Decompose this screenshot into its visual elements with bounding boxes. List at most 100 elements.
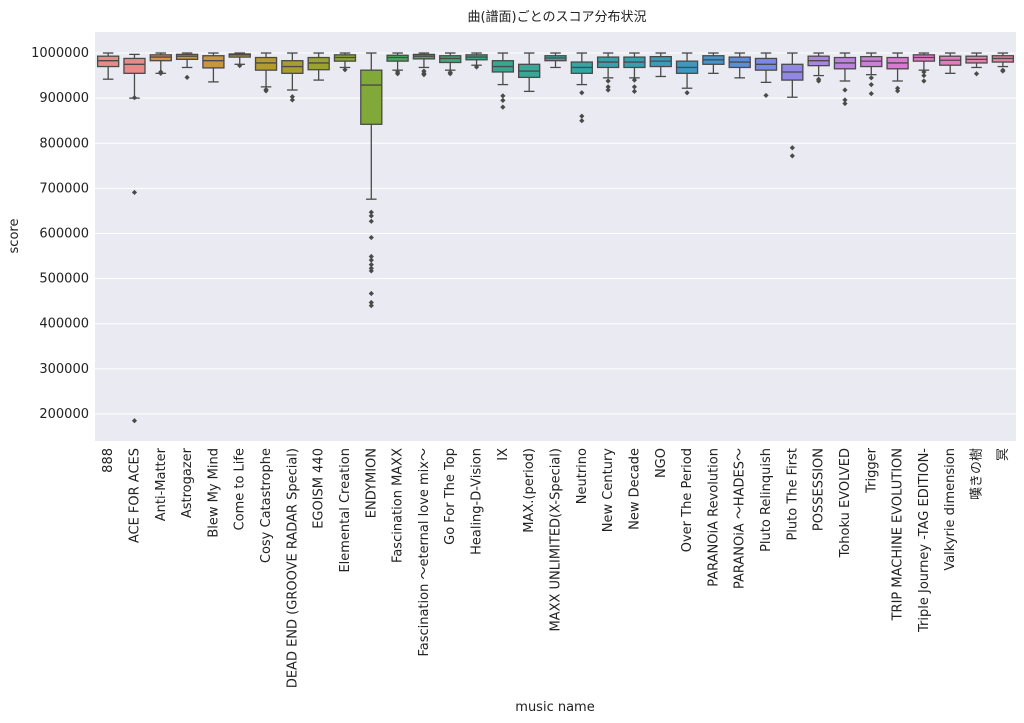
x-tick-label: Fascination ～eternal love mix～ bbox=[417, 448, 432, 657]
outlier-point bbox=[579, 113, 585, 119]
box-group bbox=[149, 52, 172, 76]
x-tick-label: NGO bbox=[654, 448, 669, 478]
box-group bbox=[623, 52, 646, 94]
outlier-point bbox=[131, 189, 138, 196]
outlier-point bbox=[263, 88, 269, 94]
outlier-point bbox=[368, 268, 374, 274]
plot-area bbox=[95, 32, 1016, 441]
outlier-point bbox=[368, 213, 374, 219]
outlier-point bbox=[158, 70, 164, 76]
y-axis-title: score bbox=[7, 219, 22, 254]
y-tick-label: 200000 bbox=[39, 407, 89, 422]
box-group bbox=[439, 52, 462, 77]
y-tick-label: 500000 bbox=[39, 272, 89, 287]
x-tick-label: ENDYMION bbox=[364, 448, 379, 518]
outlier-point bbox=[368, 253, 374, 260]
box-group bbox=[781, 52, 804, 159]
outlier-point bbox=[763, 92, 769, 99]
y-tick-label: 800000 bbox=[39, 136, 89, 151]
iqr-box bbox=[386, 54, 409, 62]
outlier-point bbox=[447, 71, 453, 77]
y-tick-label: 600000 bbox=[39, 226, 89, 241]
x-tick-label: Go For The Top bbox=[443, 448, 458, 545]
outlier-point bbox=[684, 90, 690, 96]
iqr-box bbox=[123, 57, 146, 74]
x-tick-label: PARANOiA ～HADES～ bbox=[733, 448, 748, 589]
x-tick-label: MAX.(period) bbox=[522, 448, 537, 533]
box-group bbox=[991, 52, 1015, 74]
outlier-point bbox=[868, 75, 874, 81]
box-group bbox=[833, 52, 857, 107]
x-tick-label: Neutrino bbox=[575, 448, 590, 504]
x-tick-label: Valkyrie dimension bbox=[943, 448, 958, 571]
outlier-point bbox=[921, 72, 927, 79]
outlier-point bbox=[368, 209, 374, 215]
outlier-point bbox=[289, 94, 295, 100]
box-group bbox=[281, 52, 304, 103]
x-tick-label: POSSESSION bbox=[812, 448, 827, 531]
outlier-point bbox=[500, 93, 506, 99]
box-group bbox=[202, 52, 225, 83]
outlier-point bbox=[579, 90, 585, 96]
x-tick-label: Elemental Creation bbox=[338, 448, 353, 573]
outlier-point bbox=[631, 84, 638, 90]
x-tick-label: PARANOiA Revolution bbox=[706, 448, 721, 587]
box-group bbox=[254, 52, 278, 94]
x-tick-label: Astrogazer bbox=[180, 447, 195, 518]
x-tick-label: Tohoku EVOLVED bbox=[838, 448, 853, 558]
outlier-point bbox=[131, 95, 138, 101]
outlier-point bbox=[605, 78, 611, 84]
outlier-point bbox=[921, 78, 927, 84]
outlier-point bbox=[842, 97, 848, 103]
outlier-point bbox=[631, 88, 638, 94]
x-tick-label: Blew My Mind bbox=[206, 448, 221, 538]
box-group bbox=[333, 52, 357, 73]
iqr-box bbox=[202, 55, 225, 69]
outlier-point bbox=[868, 91, 874, 97]
box-group bbox=[360, 52, 383, 309]
box-group bbox=[596, 52, 620, 93]
outlier-point bbox=[368, 299, 374, 306]
outlier-point bbox=[184, 74, 190, 80]
outlier-point bbox=[421, 72, 427, 78]
x-tick-label: 888 bbox=[101, 448, 116, 473]
outlier-point bbox=[368, 234, 374, 241]
x-tick-label: ACE FOR ACES bbox=[127, 448, 142, 543]
y-tick-label: 1000000 bbox=[31, 46, 89, 61]
x-tick-label: Anti-Matter bbox=[154, 447, 169, 521]
iqr-box bbox=[439, 55, 462, 64]
box-group bbox=[807, 52, 830, 84]
x-tick-label: Come to Life bbox=[233, 448, 248, 530]
box-group bbox=[123, 53, 146, 424]
outlier-point bbox=[1000, 68, 1006, 74]
y-tick-label: 700000 bbox=[39, 181, 89, 196]
box-group bbox=[175, 52, 199, 80]
outlier-point bbox=[894, 85, 901, 91]
outlier-point bbox=[500, 104, 506, 110]
outlier-point bbox=[368, 265, 374, 271]
x-tick-label: Over The Period bbox=[680, 448, 695, 552]
outlier-point bbox=[237, 63, 243, 69]
outlier-point bbox=[789, 153, 795, 159]
iqr-box bbox=[149, 54, 172, 62]
x-tick-label: Cosy Catastrophe bbox=[259, 448, 274, 563]
box-group bbox=[412, 52, 436, 78]
box-group bbox=[649, 52, 672, 78]
x-tick-label: Pluto Relinquish bbox=[759, 448, 774, 552]
outlier-point bbox=[894, 88, 901, 94]
outlier-point bbox=[368, 303, 374, 309]
outlier-point bbox=[605, 84, 611, 90]
x-tick-label: EGOISM 440 bbox=[312, 448, 327, 529]
box-group bbox=[860, 52, 883, 97]
box-group bbox=[386, 52, 409, 77]
x-tick-label: Healing-D-Vision bbox=[470, 448, 485, 555]
iqr-box bbox=[360, 69, 383, 125]
x-tick-label: IX bbox=[496, 448, 511, 461]
box-group bbox=[965, 52, 988, 77]
box-group bbox=[544, 52, 567, 69]
box-group bbox=[518, 52, 541, 93]
box-group bbox=[728, 52, 751, 79]
outlier-point bbox=[368, 290, 374, 297]
iqr-box bbox=[228, 53, 251, 58]
